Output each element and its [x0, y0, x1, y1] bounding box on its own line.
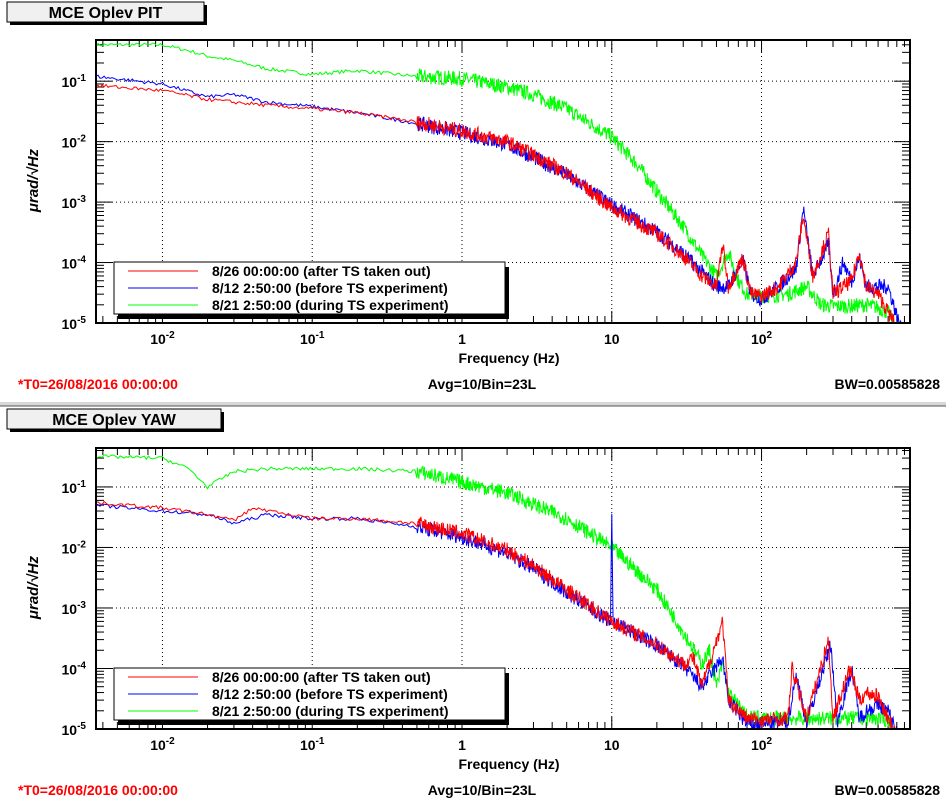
x-tick-label: 102 [751, 330, 773, 347]
x-tick-label-exp: 2 [767, 330, 773, 341]
legend-entry: 8/12 2:50:00 (before TS experiment) [212, 686, 448, 702]
y-tick-label: 10-4 [62, 660, 87, 677]
y-tick-label-base: 10 [62, 601, 78, 617]
y-tick-label: 10-1 [62, 73, 87, 90]
y-tick-label: 10-2 [62, 539, 87, 556]
x-tick-label-base: 10 [300, 737, 316, 753]
y-tick-label-base: 10 [62, 540, 78, 556]
x-tick-label: 10 [604, 737, 620, 753]
footer-t0: *T0=26/08/2016 00:00:00 [18, 376, 178, 392]
x-tick-label-exp: -1 [316, 736, 325, 747]
x-tick-label-exp: -2 [166, 330, 175, 341]
x-tick-label: 10-2 [150, 330, 175, 347]
panel-divider [0, 402, 946, 406]
x-tick-label-base: 10 [604, 737, 620, 753]
legend-entry: 8/21 2:50:00 (during TS experiment) [212, 703, 449, 719]
footer-avg: Avg=10/Bin=23L [428, 376, 537, 392]
y-tick-label-base: 10 [62, 661, 78, 677]
x-tick-label-base: 10 [150, 737, 166, 753]
x-tick-label: 1 [458, 331, 466, 347]
series-line-red [95, 83, 905, 324]
legend-entry: 8/21 2:50:00 (during TS experiment) [212, 297, 449, 313]
plot-frame [95, 447, 911, 730]
y-tick-label-exp: -2 [77, 134, 86, 145]
x-tick-label: 10-1 [300, 736, 325, 753]
y-tick-label: 10-5 [62, 721, 87, 738]
y-axis-label: μrad/√Hz [25, 148, 42, 213]
series-line-red [95, 500, 905, 731]
series-line-green [95, 454, 905, 730]
footer-avg: Avg=10/Bin=23L [428, 782, 537, 798]
title-box [6, 408, 222, 430]
x-tick-label-base: 10 [751, 331, 767, 347]
x-tick-label-base: 10 [150, 331, 166, 347]
x-tick-label-base: 1 [458, 331, 466, 347]
x-tick-label-exp: -2 [166, 736, 175, 747]
x-tick-label: 102 [751, 736, 773, 753]
y-tick-label-exp: -5 [77, 315, 86, 326]
y-tick-label: 10-4 [62, 255, 87, 272]
x-tick-label: 1 [458, 737, 466, 753]
x-axis-label: Frequency (Hz) [458, 756, 559, 772]
footer-bw: BW=0.00585828 [835, 782, 941, 798]
y-tick-label-exp: -3 [77, 194, 86, 205]
y-tick-label-exp: -3 [77, 600, 86, 611]
y-tick-label-exp: -4 [77, 255, 86, 266]
series-line-green [95, 42, 905, 324]
x-tick-label-base: 10 [300, 331, 316, 347]
y-tick-label: 10-1 [62, 479, 87, 496]
y-tick-label: 10-3 [62, 600, 87, 617]
x-tick-label-base: 1 [458, 737, 466, 753]
x-tick-label: 10 [604, 331, 620, 347]
footer-bw: BW=0.00585828 [835, 376, 941, 392]
x-tick-label-base: 10 [604, 331, 620, 347]
footer-t0: *T0=26/08/2016 00:00:00 [18, 782, 178, 798]
chart-title: MCE Oplev PIT [49, 5, 163, 22]
legend-entry: 8/26 00:00:00 (after TS taken out) [212, 669, 431, 685]
y-tick-label-base: 10 [62, 480, 78, 496]
x-tick-label-base: 10 [751, 737, 767, 753]
y-tick-label-base: 10 [62, 195, 78, 211]
y-tick-label: 10-5 [62, 315, 87, 332]
x-tick-label-exp: 2 [767, 736, 773, 747]
y-tick-label-exp: -1 [77, 479, 86, 490]
plot-frame [95, 39, 911, 324]
y-tick-label: 10-2 [62, 134, 87, 151]
title-box [6, 1, 205, 23]
y-tick-label-base: 10 [62, 74, 78, 90]
y-tick-label-exp: -2 [77, 539, 86, 550]
y-tick-label-base: 10 [62, 722, 78, 738]
y-axis-label: μrad/√Hz [25, 555, 42, 620]
x-tick-label: 10-2 [150, 736, 175, 753]
chart-title: MCE Oplev YAW [52, 412, 176, 429]
x-tick-label-exp: -1 [316, 330, 325, 341]
y-tick-label-base: 10 [62, 256, 78, 272]
x-axis-label: Frequency (Hz) [458, 350, 559, 366]
legend-entry: 8/12 2:50:00 (before TS experiment) [212, 280, 448, 296]
y-tick-label-exp: -1 [77, 73, 86, 84]
y-tick-label: 10-3 [62, 194, 87, 211]
legend-entry: 8/26 00:00:00 (after TS taken out) [212, 263, 431, 279]
y-tick-label-exp: -4 [77, 660, 86, 671]
x-tick-label: 10-1 [300, 330, 325, 347]
y-tick-label-base: 10 [62, 316, 78, 332]
y-tick-label-base: 10 [62, 135, 78, 151]
y-tick-label-exp: -5 [77, 721, 86, 732]
